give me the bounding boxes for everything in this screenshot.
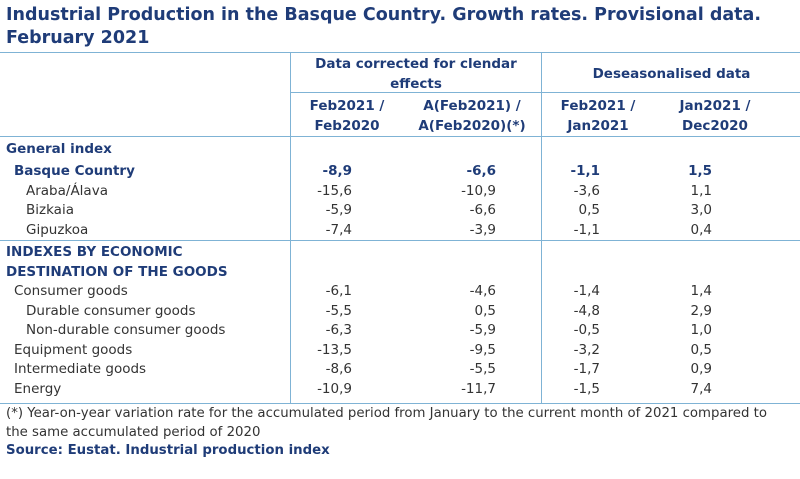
table-row: Basque Country -8,9 -6,6 -1,1 1,5 — [0, 162, 800, 182]
row-label: Non-durable consumer goods — [26, 322, 226, 338]
source-line: Source: Eustat. Industrial production in… — [6, 443, 330, 458]
cell-value: 1,5 — [688, 163, 712, 179]
cell-value: 1,4 — [690, 283, 712, 299]
header-col4: Jan2021 / Dec2020 — [679, 98, 751, 134]
grid-line — [290, 52, 291, 404]
row-label: INDEXES BY ECONOMIC — [6, 244, 183, 260]
row-label: Energy — [14, 380, 62, 397]
row-label: Araba/Álava — [26, 182, 108, 199]
cell-value: -11,7 — [461, 380, 496, 397]
header-corrected-data: Data corrected for clendar effects — [315, 56, 517, 92]
data-table: Data corrected for clendar effects Desea… — [0, 52, 800, 404]
cell-value: -6,1 — [325, 283, 352, 299]
cell-value: -6,6 — [466, 163, 496, 179]
cell-value: 7,4 — [690, 380, 712, 397]
cell-value: -0,5 — [573, 322, 600, 338]
table-row: Araba/Álava -15,6 -10,9 -3,6 1,1 — [0, 182, 800, 202]
row-label: Consumer goods — [14, 283, 128, 299]
page-title: Industrial Production in the Basque Coun… — [6, 5, 761, 48]
cell-value: -1,1 — [573, 221, 600, 238]
table-row: Equipment goods -13,5 -9,5 -3,2 0,5 — [0, 341, 800, 361]
cell-value: -1,4 — [573, 283, 600, 299]
cell-value: -5,5 — [469, 361, 496, 377]
cell-value: -8,6 — [325, 361, 352, 377]
grid-line — [290, 92, 800, 93]
cell-value: -3,6 — [573, 182, 600, 199]
cell-value: -1,1 — [570, 163, 600, 179]
cell-value: -13,5 — [317, 341, 352, 358]
cell-value: 1,1 — [690, 182, 712, 199]
row-label: Bizkaia — [26, 202, 74, 218]
cell-value: -5,9 — [325, 202, 352, 218]
header-col2: A(Feb2021) / A(Feb2020)(*) — [418, 98, 526, 134]
table-row: Gipuzkoa -7,4 -3,9 -1,1 0,4 — [0, 221, 800, 241]
cell-value: 2,9 — [690, 302, 712, 319]
row-label: Basque Country — [14, 163, 135, 179]
row-label: Gipuzkoa — [26, 221, 89, 238]
grid-line — [0, 136, 800, 137]
cell-value: -15,6 — [317, 182, 352, 199]
cell-value: -5,5 — [325, 302, 352, 319]
cell-value: 0,5 — [578, 202, 600, 218]
table-row: Energy -10,9 -11,7 -1,5 7,4 — [0, 380, 800, 400]
grid-line — [0, 52, 800, 53]
row-label: Intermediate goods — [14, 361, 147, 377]
cell-value: -10,9 — [461, 182, 496, 199]
grid-line — [0, 403, 800, 404]
cell-value: -4,8 — [573, 302, 600, 319]
row-label: Durable consumer goods — [26, 302, 196, 319]
cell-value: 0,4 — [690, 221, 712, 238]
row-label: Equipment goods — [14, 341, 133, 358]
footnote: (*) Year-on-year variation rate for the … — [6, 406, 767, 440]
cell-value: -5,9 — [469, 322, 496, 338]
row-label: General index — [6, 141, 112, 157]
cell-value: -7,4 — [325, 221, 352, 238]
cell-value: -8,9 — [322, 163, 352, 179]
cell-value: -10,9 — [317, 380, 352, 397]
header-col1: Feb2021 / Feb2020 — [309, 98, 385, 134]
header-col3: Feb2021 / Jan2021 — [560, 98, 636, 134]
table-row: General index — [0, 140, 800, 160]
grid-line — [0, 240, 800, 241]
cell-value: 0,9 — [690, 361, 712, 377]
cell-value: -9,5 — [469, 341, 496, 358]
table-row: DESTINATION OF THE GOODS — [0, 263, 800, 283]
cell-value: -4,6 — [469, 283, 496, 299]
cell-value: -6,6 — [469, 202, 496, 218]
table-row: INDEXES BY ECONOMIC — [0, 243, 800, 263]
cell-value: -3,9 — [469, 221, 496, 238]
table-row: Non-durable consumer goods -6,3 -5,9 -0,… — [0, 321, 800, 341]
table-row: Consumer goods -6,1 -4,6 -1,4 1,4 — [0, 282, 800, 302]
header-deseasonalised-data: Deseasonalised data — [592, 66, 751, 82]
row-label: DESTINATION OF THE GOODS — [6, 263, 228, 280]
cell-value: 0,5 — [474, 302, 496, 319]
cell-value: -6,3 — [325, 322, 352, 338]
table-row: Bizkaia -5,9 -6,6 0,5 3,0 — [0, 201, 800, 221]
cell-value: -1,7 — [573, 361, 600, 377]
cell-value: 0,5 — [690, 341, 712, 358]
cell-value: -1,5 — [573, 380, 600, 397]
table-row: Durable consumer goods -5,5 0,5 -4,8 2,9 — [0, 302, 800, 322]
cell-value: -3,2 — [573, 341, 600, 358]
cell-value: 3,0 — [690, 202, 712, 218]
grid-line — [541, 52, 542, 404]
table-row: Intermediate goods -8,6 -5,5 -1,7 0,9 — [0, 360, 800, 380]
cell-value: 1,0 — [690, 322, 712, 338]
